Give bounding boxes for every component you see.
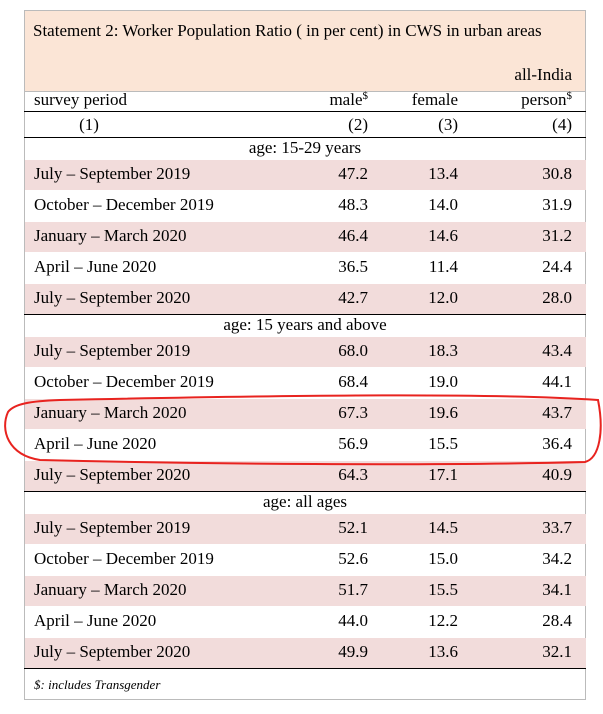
period-cell: October – December 2019: [34, 195, 214, 214]
value-cell: 11.4: [428, 257, 458, 276]
value-cell: 19.0: [428, 372, 458, 391]
row-band: [25, 337, 586, 367]
left-border: [24, 10, 25, 700]
value-cell: 67.3: [338, 403, 368, 422]
value-cell: 51.7: [338, 580, 368, 599]
column-number: (1): [79, 115, 99, 134]
value-cell: 48.3: [338, 195, 368, 214]
value-cell: 64.3: [338, 465, 368, 484]
value-cell: 17.1: [428, 465, 458, 484]
value-cell: 14.6: [428, 226, 458, 245]
value-cell: 34.2: [542, 549, 572, 568]
value-cell: 43.7: [542, 403, 572, 422]
column-header: survey period: [34, 90, 128, 109]
row-band: [25, 160, 586, 190]
value-cell: 49.9: [338, 642, 368, 661]
row-band: [25, 638, 586, 668]
value-cell: 19.6: [428, 403, 458, 422]
value-cell: 34.1: [542, 580, 572, 599]
value-cell: 14.5: [428, 518, 458, 537]
row-band: [25, 284, 586, 314]
rule: [24, 491, 586, 492]
value-cell: 52.6: [338, 549, 368, 568]
title: Statement 2: Worker Population Ratio ( i…: [33, 21, 542, 40]
value-cell: 18.3: [428, 341, 458, 360]
column-number: (2): [348, 115, 368, 134]
column-number: (4): [552, 115, 572, 134]
value-cell: 68.0: [338, 341, 368, 360]
value-cell: 30.8: [542, 164, 572, 183]
period-cell: July – September 2019: [34, 341, 191, 360]
column-number: (3): [438, 115, 458, 134]
value-cell: 36.5: [338, 257, 368, 276]
value-cell: 52.1: [338, 518, 368, 537]
rule: [24, 137, 586, 138]
value-cell: 15.5: [428, 580, 458, 599]
column-header: male$: [329, 90, 369, 109]
value-cell: 43.4: [542, 341, 572, 360]
value-cell: 14.0: [428, 195, 458, 214]
period-cell: April – June 2020: [34, 257, 157, 276]
value-cell: 40.9: [542, 465, 572, 484]
value-cell: 32.1: [542, 642, 572, 661]
row-band: [25, 399, 586, 429]
title-band: [24, 10, 586, 92]
value-cell: 56.9: [338, 434, 368, 453]
column-header: person$: [521, 90, 573, 109]
period-cell: October – December 2019: [34, 549, 214, 568]
rule: [24, 699, 586, 700]
row-band: [25, 461, 586, 491]
period-cell: July – September 2019: [34, 518, 191, 537]
period-cell: January – March 2020: [34, 403, 187, 422]
region: all-India: [514, 65, 572, 84]
section-label: age: 15 years and above: [223, 315, 387, 334]
period-cell: April – June 2020: [34, 611, 157, 630]
value-cell: 12.0: [428, 288, 458, 307]
value-cell: 44.0: [338, 611, 368, 630]
section-label: age: all ages: [262, 492, 347, 511]
value-cell: 28.0: [542, 288, 572, 307]
row-band: [25, 222, 586, 252]
value-cell: 42.7: [338, 288, 368, 307]
value-cell: 12.2: [428, 611, 458, 630]
value-cell: 68.4: [338, 372, 368, 391]
value-cell: 44.1: [542, 372, 572, 391]
period-cell: July – September 2020: [34, 642, 191, 661]
value-cell: 31.9: [542, 195, 572, 214]
rule: [24, 111, 586, 112]
value-cell: 28.4: [542, 611, 572, 630]
section-label: age: 15-29 years: [248, 138, 362, 157]
value-cell: 47.2: [338, 164, 368, 183]
column-header-sup: $: [362, 90, 369, 102]
column-header-sup: $: [566, 90, 573, 102]
rule: [24, 668, 586, 669]
period-cell: January – March 2020: [34, 226, 187, 245]
footnote: $: includes Transgender: [34, 677, 161, 692]
value-cell: 24.4: [542, 257, 572, 276]
rule: [24, 314, 586, 315]
value-cell: 36.4: [542, 434, 572, 453]
red-circle-annotation: [4, 394, 602, 466]
row-band: [25, 514, 586, 544]
value-cell: 15.0: [428, 549, 458, 568]
value-cell: 46.4: [338, 226, 368, 245]
value-cell: 13.6: [428, 642, 458, 661]
value-cell: 13.4: [428, 164, 458, 183]
period-cell: July – September 2020: [34, 465, 191, 484]
period-cell: October – December 2019: [34, 372, 214, 391]
period-cell: July – September 2020: [34, 288, 191, 307]
value-cell: 15.5: [428, 434, 458, 453]
period-cell: January – March 2020: [34, 580, 187, 599]
value-cell: 33.7: [542, 518, 572, 537]
value-cell: 31.2: [542, 226, 572, 245]
period-cell: July – September 2019: [34, 164, 191, 183]
row-band: [25, 576, 586, 606]
period-cell: April – June 2020: [34, 434, 157, 453]
column-header: female: [411, 90, 458, 109]
